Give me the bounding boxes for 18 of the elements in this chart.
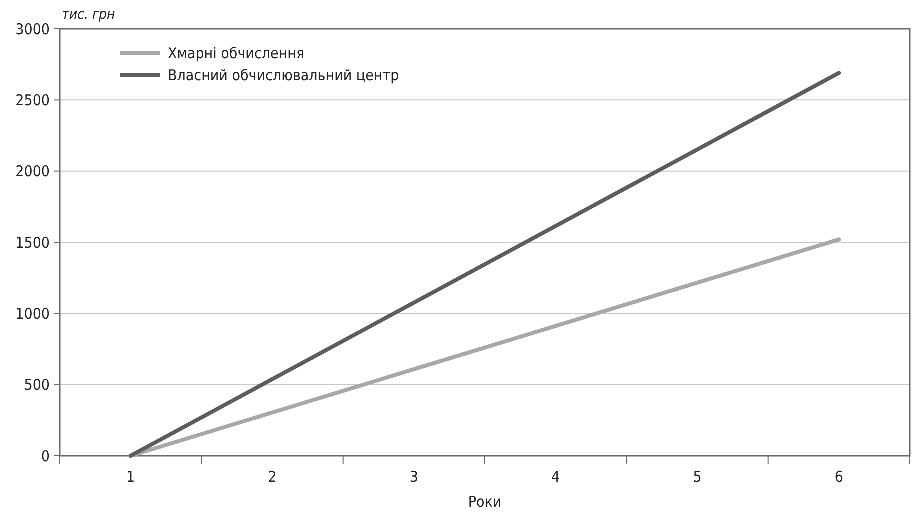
x-tick-label: 1 <box>126 468 136 486</box>
line-series <box>128 71 842 458</box>
x-tick-label: 4 <box>552 468 560 486</box>
y-tick-label: 500 <box>24 376 50 394</box>
y-tick-label: 2000 <box>16 162 50 181</box>
x-tick-label: 2 <box>268 468 277 486</box>
y-tick-label: 3000 <box>16 20 50 38</box>
y-tick-label: 1500 <box>16 234 50 252</box>
legend-label: Власний обчислювальний центр <box>168 66 400 84</box>
x-axis-title: Роки <box>468 493 502 511</box>
legend-label: Хмарні обчислення <box>168 44 305 62</box>
x-tick-label: 6 <box>834 468 844 486</box>
x-tick-label: 3 <box>410 468 418 486</box>
y-axis-title: тис. грн <box>62 7 116 23</box>
y-tick-label: 0 <box>41 447 50 466</box>
y-tick-label: 1000 <box>16 304 50 323</box>
y-tick-label: 2500 <box>16 91 50 110</box>
x-tick-label: 5 <box>693 468 702 486</box>
